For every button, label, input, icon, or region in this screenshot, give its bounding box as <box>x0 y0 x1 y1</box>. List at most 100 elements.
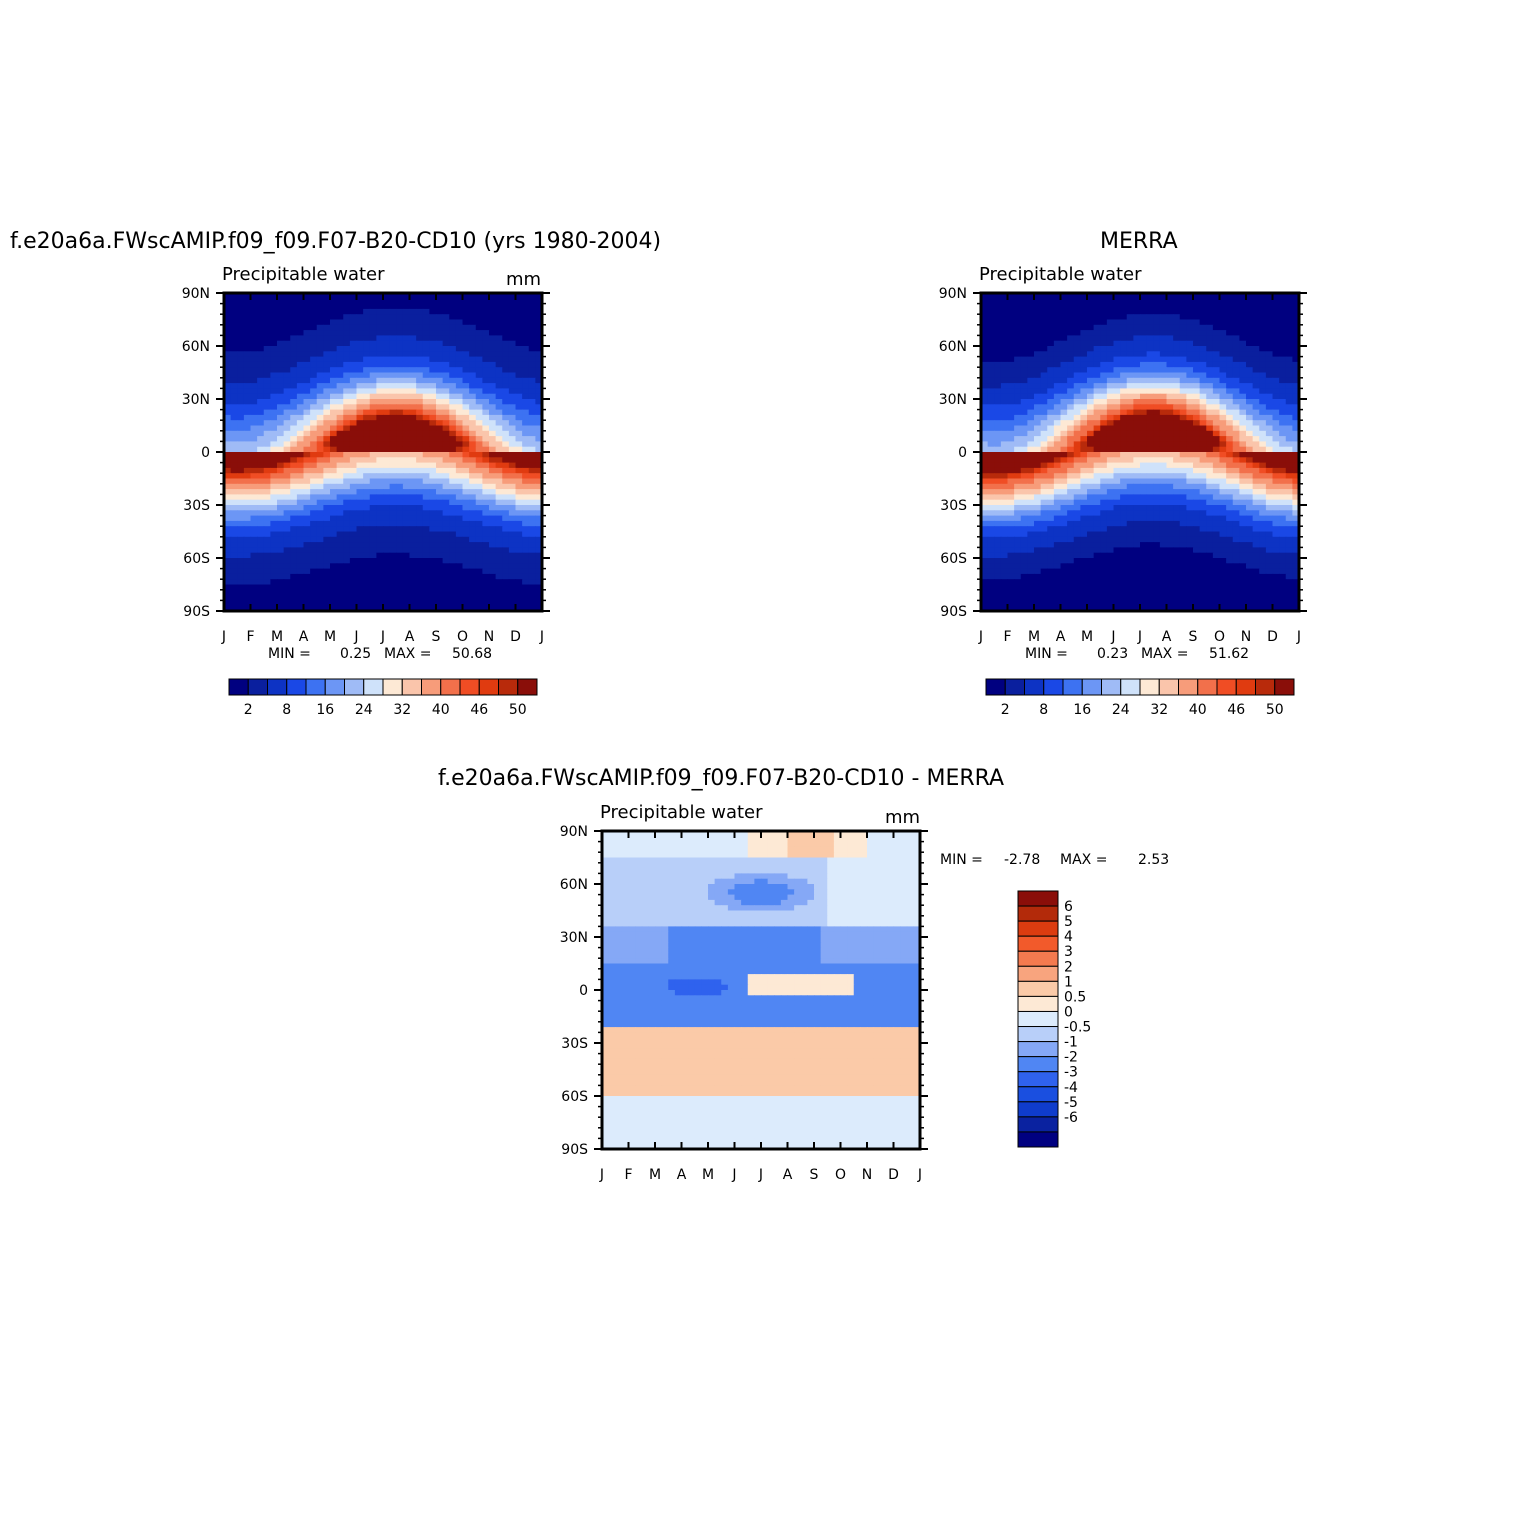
field-cell <box>1040 308 1048 315</box>
field-cell <box>1007 372 1015 379</box>
field-cell <box>1239 346 1247 352</box>
field-cell <box>429 409 437 416</box>
field-cell <box>469 563 477 570</box>
field-cell <box>257 499 265 506</box>
field-cell <box>1007 393 1015 400</box>
field-cell <box>469 314 477 321</box>
field-cell <box>1226 409 1234 416</box>
field-cell <box>1133 340 1141 347</box>
field-cell <box>422 467 430 474</box>
field-cell <box>1199 462 1207 469</box>
field-cell <box>502 547 510 554</box>
field-cell <box>442 515 450 522</box>
field-cell <box>1014 473 1022 480</box>
field-cell <box>462 388 470 395</box>
field-cell <box>1239 404 1247 411</box>
field-cell <box>349 356 358 363</box>
field-cell <box>522 293 530 299</box>
field-cell <box>994 314 1002 321</box>
field-cell <box>402 430 411 437</box>
field-cell <box>1000 436 1009 442</box>
field-cell <box>482 478 490 485</box>
field-cell <box>1113 399 1121 405</box>
field-cell <box>277 478 285 485</box>
field-cell <box>296 579 305 586</box>
field-cell <box>981 335 989 342</box>
field-cell <box>1053 473 1062 480</box>
x-tick-label: J <box>221 629 226 645</box>
field-cell <box>1060 452 1068 458</box>
field-cell <box>449 335 457 342</box>
field-cell <box>303 552 311 559</box>
field-cell <box>1279 293 1287 299</box>
field-cell <box>442 584 450 591</box>
field-cell <box>376 346 384 352</box>
field-cell <box>1047 351 1055 358</box>
field-cell <box>330 547 338 554</box>
field-cell <box>250 595 258 601</box>
field-cell <box>1272 356 1280 363</box>
field-cell <box>1219 351 1227 358</box>
field-cell <box>987 324 995 331</box>
field-cell <box>257 361 265 368</box>
field-cell <box>270 526 278 533</box>
field-cell <box>1087 462 1095 469</box>
field-cell <box>316 319 324 326</box>
field-cell <box>1265 351 1274 358</box>
field-cell <box>482 314 490 321</box>
field-cell <box>475 600 483 607</box>
field-cell <box>981 308 989 315</box>
field-cell <box>522 531 530 538</box>
field-cell <box>250 547 258 554</box>
field-cell <box>1020 356 1028 363</box>
field-cell <box>449 393 457 400</box>
field-cell <box>369 579 377 586</box>
field-cell <box>1246 340 1254 347</box>
field-cell <box>1232 425 1240 432</box>
field-cell <box>343 489 351 495</box>
field-cell <box>363 547 371 554</box>
field-cell <box>535 346 543 352</box>
field-cell <box>508 531 517 538</box>
field-cell <box>1285 452 1293 458</box>
field-cell <box>429 558 437 564</box>
field-cell <box>283 367 291 374</box>
field-cell <box>243 573 252 580</box>
field-cell <box>475 388 483 395</box>
field-cell <box>1226 351 1234 358</box>
field-cell <box>1246 351 1254 358</box>
field-cell <box>436 314 444 321</box>
field-cell <box>1179 430 1187 437</box>
field-cell <box>237 589 245 596</box>
field-cell <box>981 462 989 469</box>
field-cell <box>508 605 517 612</box>
field-cell <box>422 584 430 591</box>
field-cell <box>1226 489 1234 495</box>
field-cell <box>436 520 444 527</box>
field-cell <box>1206 478 1214 485</box>
field-cell <box>330 584 338 591</box>
field-cell <box>1252 457 1260 464</box>
field-cell <box>230 605 238 612</box>
field-cell <box>1166 319 1174 326</box>
field-cell <box>402 584 411 591</box>
field-cell <box>356 605 364 612</box>
field-cell <box>508 430 517 437</box>
field-cell <box>1040 473 1048 480</box>
field-cell <box>1279 499 1287 506</box>
field-cell <box>1053 505 1062 511</box>
field-cell <box>436 531 444 538</box>
field-cell <box>1259 356 1267 363</box>
field-cell <box>1014 340 1022 347</box>
field-cell <box>263 526 271 533</box>
field-cell <box>237 600 245 607</box>
field-cell <box>263 605 271 612</box>
field-cell <box>1080 372 1088 379</box>
field-cell <box>416 425 424 432</box>
field-cell <box>356 531 364 538</box>
field-cell <box>277 393 285 400</box>
field-cell <box>296 367 305 374</box>
field-cell <box>369 563 377 570</box>
field-cell <box>508 520 517 527</box>
field-cell <box>230 356 238 363</box>
